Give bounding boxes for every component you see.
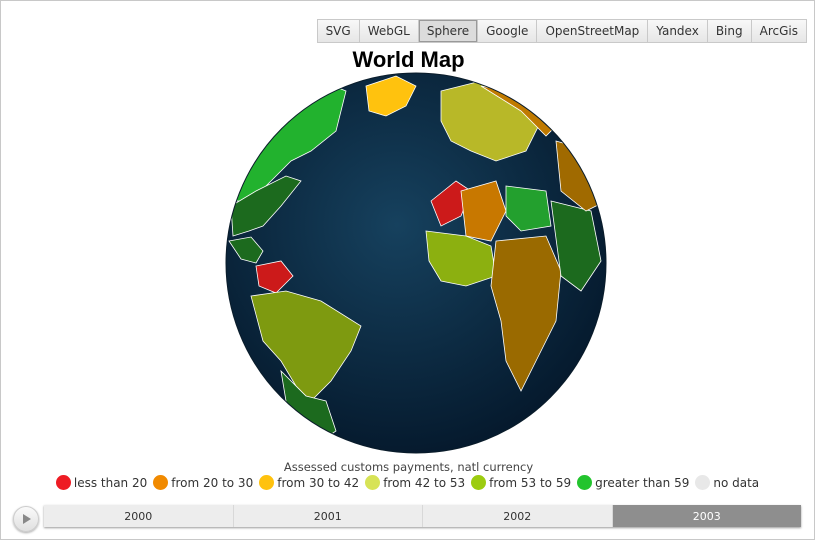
legend-label: less than 20 [73,475,148,490]
country-central-africa[interactable] [490,235,562,392]
timeline-year-2002[interactable]: 2002 [422,505,612,527]
mode-bing-button[interactable]: Bing [706,20,751,42]
mode-svg-button[interactable]: SVG [317,20,359,42]
country-greenland[interactable] [365,75,417,117]
legend-item[interactable]: from 53 to 59 [471,475,571,490]
country-venezuela[interactable] [255,260,294,294]
legend-swatch-icon [365,475,381,490]
countries [228,75,606,442]
legend-swatch-icon [577,475,593,490]
legend-label: from 53 to 59 [489,475,572,490]
mode-google-button[interactable]: Google [477,20,537,42]
country-libya[interactable] [505,185,552,232]
legend-item[interactable]: greater than 59 [577,475,689,490]
legend: less than 20 from 20 to 30 from 30 to 42… [1,475,814,490]
legend-label: from 42 to 53 [383,475,466,490]
legend-item[interactable]: from 42 to 53 [365,475,465,490]
play-button[interactable] [13,506,39,532]
country-west-africa[interactable] [425,230,497,287]
legend-item[interactable]: from 30 to 42 [259,475,359,490]
country-mexico[interactable] [228,236,264,264]
legend-label: from 20 to 30 [171,475,254,490]
legend-item[interactable]: less than 20 [55,475,148,490]
legend-swatch-icon [153,475,169,490]
timeline-year-2000[interactable]: 2000 [44,505,233,527]
map-title: World Map [352,47,465,72]
map-mode-selector: SVG WebGL Sphere Google OpenStreetMap Ya… [316,19,807,43]
legend-label: from 30 to 42 [277,475,360,490]
legend-item[interactable]: from 20 to 30 [153,475,253,490]
timeline-year-2001[interactable]: 2001 [232,505,422,527]
timeline: 2000 2001 2002 2003 [44,505,801,527]
legend-swatch-icon [259,475,275,490]
legend-swatch-icon [471,475,487,490]
mode-webgl-button[interactable]: WebGL [358,20,418,42]
timeline-year-2003[interactable]: 2003 [611,505,801,527]
country-algeria[interactable] [460,180,507,242]
mode-sphere-button[interactable]: Sphere [417,20,478,42]
legend-label: greater than 59 [595,475,690,490]
country-brazil[interactable] [250,290,362,402]
mode-openstreetmap-button[interactable]: OpenStreetMap [536,20,648,42]
legend-title: Assessed customs payments, natl currency [283,460,534,474]
globe-edge [225,72,607,454]
mode-yandex-button[interactable]: Yandex [647,20,707,42]
mode-arcgis-button[interactable]: ArcGis [750,20,806,42]
legend-item[interactable]: no data [695,475,759,490]
legend-swatch-icon [695,475,711,490]
legend-swatch-icon [55,475,71,490]
legend-label: no data [713,475,760,490]
country-usa[interactable] [230,175,302,237]
